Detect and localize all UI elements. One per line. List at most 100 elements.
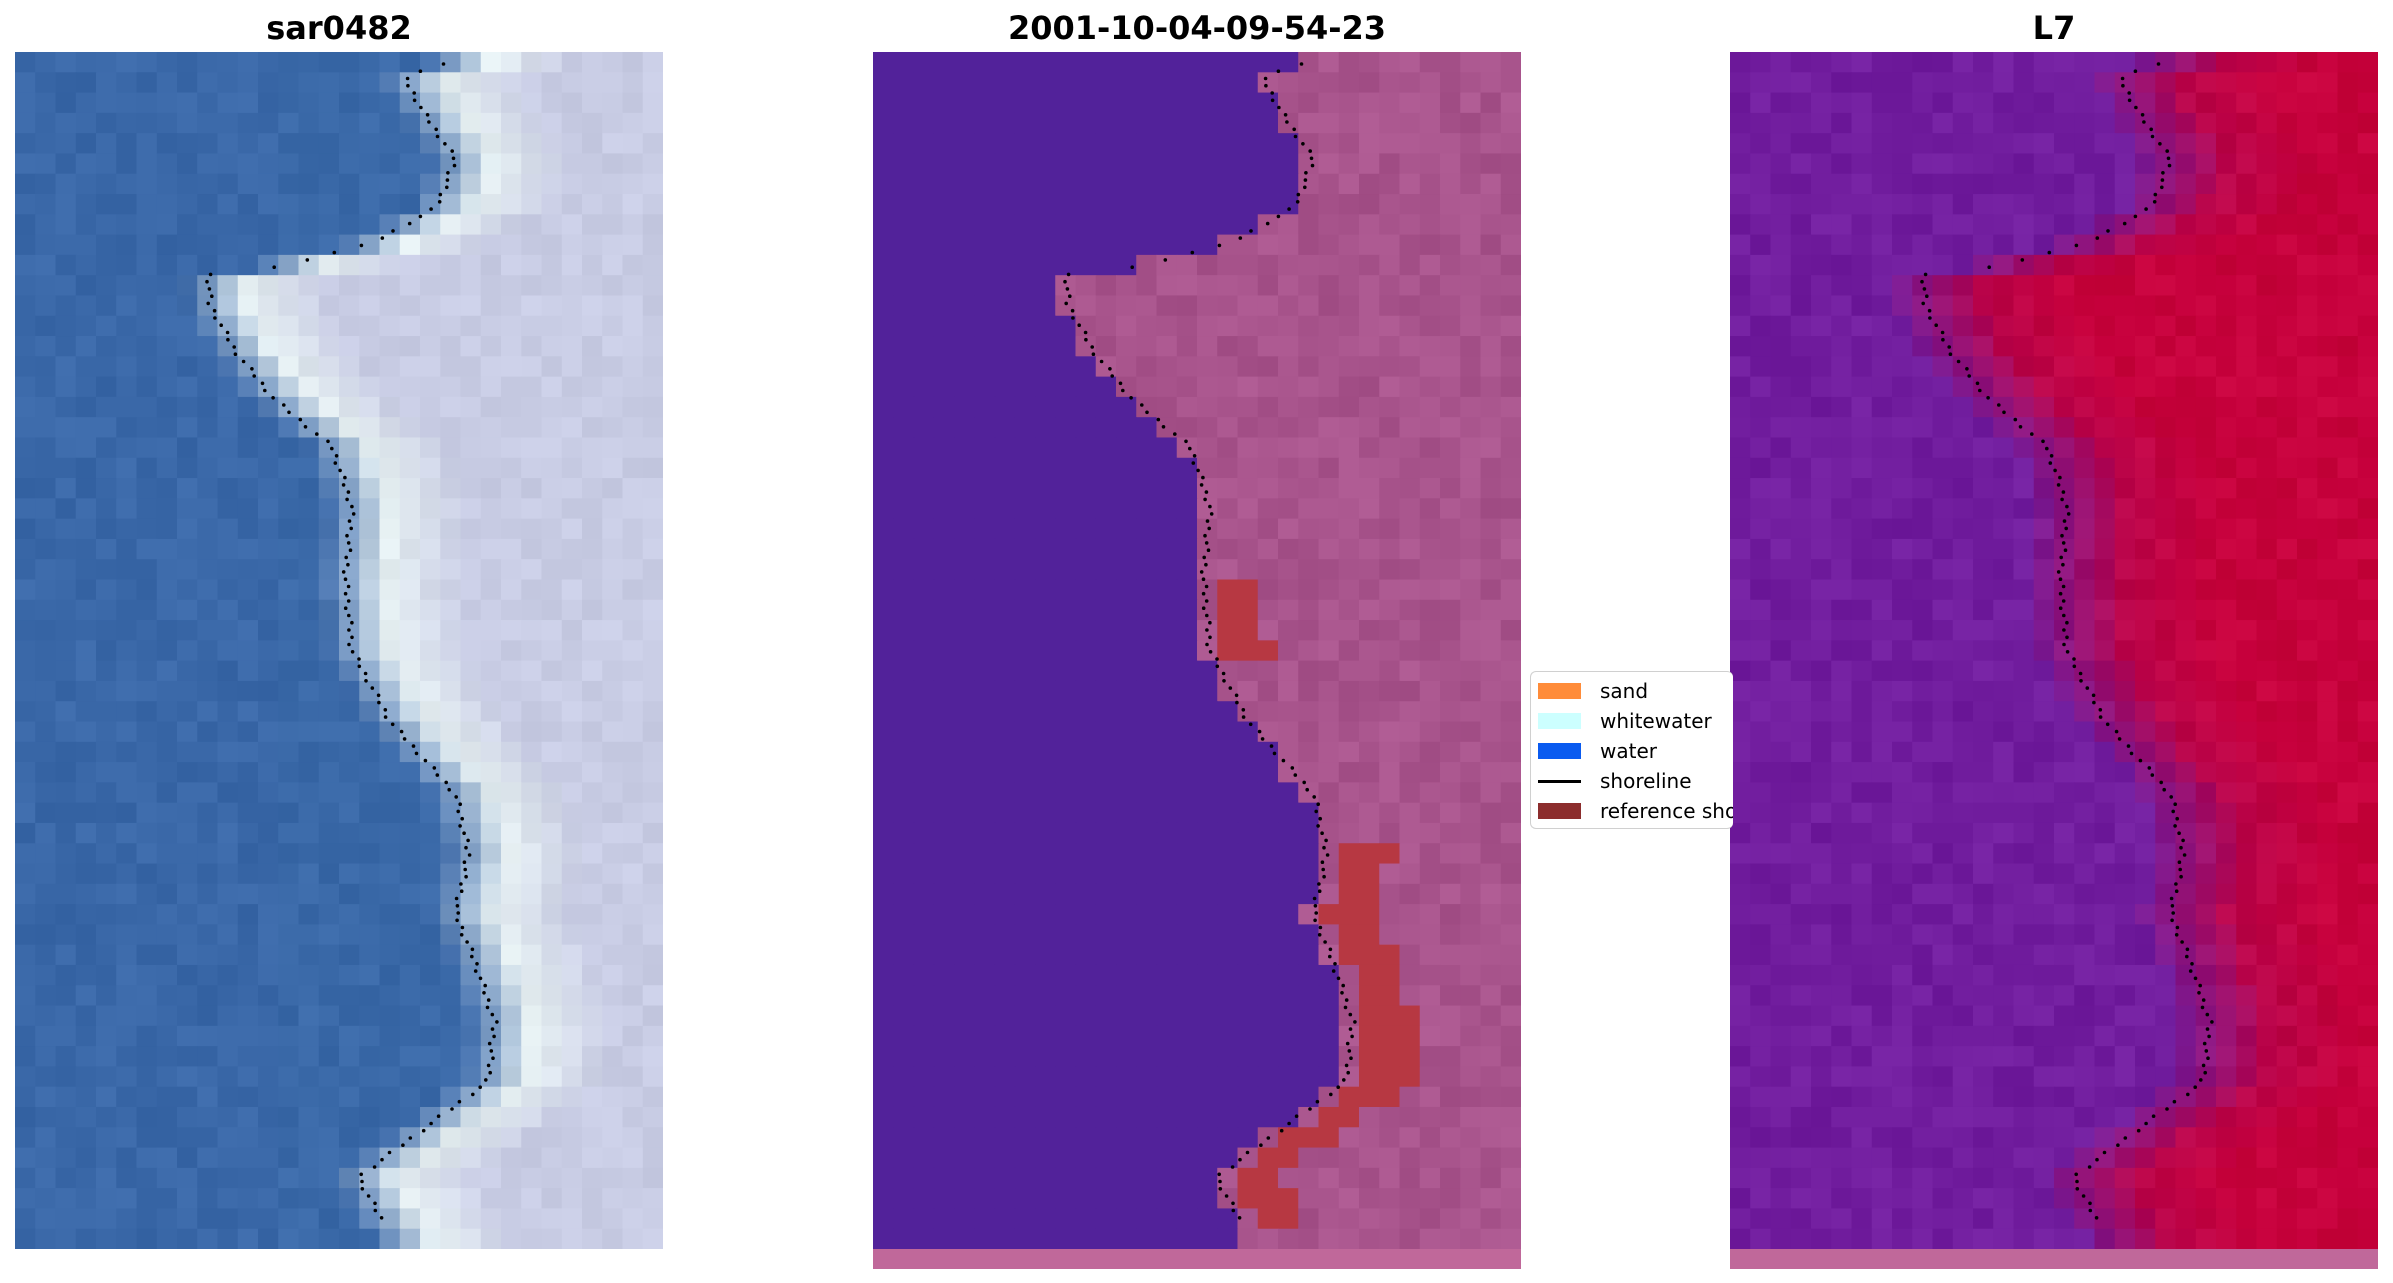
pixel — [521, 52, 543, 73]
pixel — [420, 620, 441, 641]
pixel — [1217, 194, 1239, 215]
pixel — [1176, 782, 1198, 804]
pixel — [1217, 133, 1239, 155]
pixel — [116, 782, 138, 804]
pixel — [420, 802, 441, 824]
pixel — [298, 437, 320, 459]
pixel — [55, 883, 77, 905]
pixel — [2256, 356, 2278, 378]
pixel — [933, 295, 955, 317]
pixel — [1770, 153, 1792, 175]
pixel — [1379, 336, 1401, 357]
pixel — [1278, 762, 1299, 783]
pixel — [1851, 254, 1873, 276]
pixel — [1831, 92, 1853, 114]
pixel — [1480, 1127, 1502, 1149]
pixel — [582, 782, 603, 804]
pixel — [642, 620, 663, 641]
pixel — [1399, 1127, 1421, 1149]
pixel — [258, 680, 279, 702]
pixel — [933, 72, 955, 94]
pixel — [1730, 396, 1751, 418]
pixel — [501, 1066, 522, 1088]
pixel — [642, 924, 663, 946]
pixel — [1359, 1025, 1380, 1047]
pixel — [1318, 924, 1340, 946]
pixel — [420, 640, 441, 662]
pixel — [1500, 620, 1521, 641]
pixel — [954, 559, 975, 581]
pixel — [177, 112, 198, 134]
pixel — [1075, 579, 1097, 601]
pixel — [278, 802, 300, 824]
shoreline-point — [1064, 301, 1068, 306]
pixel — [1399, 275, 1421, 297]
pixel — [35, 1005, 57, 1027]
pixel — [15, 1127, 36, 1149]
shoreline-point — [432, 766, 437, 770]
pixel — [1359, 1208, 1380, 1230]
pixel — [1359, 721, 1380, 743]
pixel — [1116, 356, 1137, 378]
pixel — [1419, 1066, 1441, 1088]
pixel — [541, 275, 563, 297]
pixel — [1811, 478, 1832, 499]
shoreline-point — [425, 113, 430, 117]
pixel — [1197, 336, 1218, 357]
pixel — [1480, 822, 1502, 844]
pixel — [1237, 1005, 1259, 1027]
pixel — [2256, 498, 2278, 520]
pixel — [2155, 173, 2177, 195]
pixel — [217, 579, 239, 601]
pixel — [420, 72, 441, 94]
pixel — [602, 92, 624, 114]
pixel — [217, 376, 239, 398]
pixel — [1156, 254, 1178, 276]
pixel — [1298, 944, 1320, 966]
pixel — [399, 762, 421, 783]
pixel — [933, 478, 955, 499]
pixel — [1075, 843, 1097, 865]
pixel — [521, 194, 543, 215]
pixel — [1278, 92, 1299, 114]
pixel — [339, 336, 360, 357]
pixel — [1156, 295, 1178, 317]
pixel — [75, 599, 97, 621]
pixel — [2054, 336, 2075, 357]
pixel — [379, 802, 401, 824]
pixel — [602, 1208, 624, 1230]
pixel — [75, 1188, 97, 1210]
pixel — [237, 1147, 259, 1169]
pixel — [1480, 701, 1502, 723]
pixel — [55, 112, 77, 134]
pixel — [1993, 559, 2015, 581]
pixel — [2256, 194, 2278, 215]
pixel — [2114, 579, 2136, 601]
pixel — [913, 1106, 935, 1128]
pixel — [1217, 599, 1239, 621]
pixel — [2297, 336, 2318, 357]
pixel — [75, 417, 97, 439]
pixel — [1973, 133, 1994, 155]
pixel — [2074, 92, 2096, 114]
pixel — [2114, 52, 2136, 73]
pixel — [1055, 985, 1077, 1007]
pixel — [339, 1188, 360, 1210]
pixel — [1217, 640, 1239, 662]
pixel — [1399, 701, 1421, 723]
pixel — [1359, 498, 1380, 520]
pixel — [237, 559, 259, 581]
pixel — [1500, 762, 1521, 783]
pixel — [622, 924, 644, 946]
pixel — [278, 599, 300, 621]
pixel — [379, 356, 401, 378]
pixel — [339, 1086, 360, 1108]
pixel — [622, 1066, 644, 1088]
pixel — [298, 1066, 320, 1088]
pixel — [974, 985, 996, 1007]
pixel — [1197, 1106, 1218, 1128]
pixel — [2054, 234, 2075, 256]
pixel — [1217, 924, 1239, 946]
pixel — [359, 863, 381, 885]
shoreline-point — [1241, 708, 1246, 712]
